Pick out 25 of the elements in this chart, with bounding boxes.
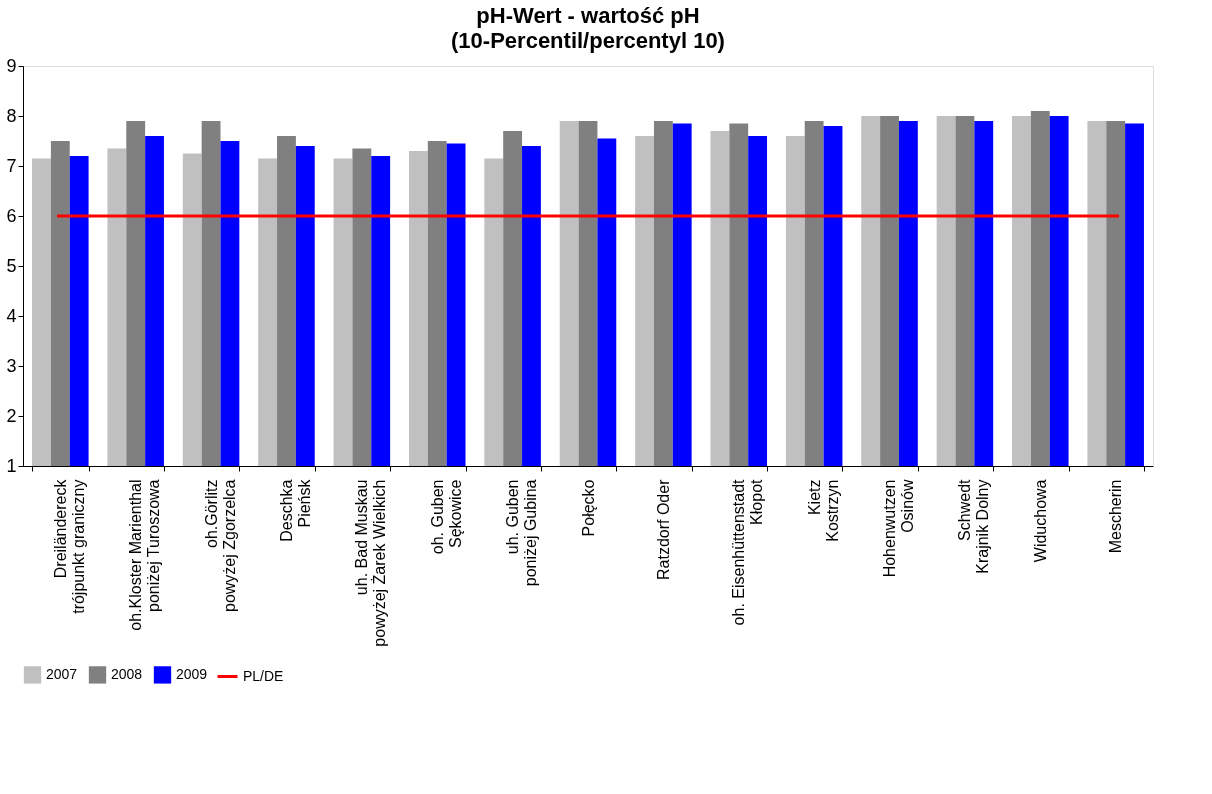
x-tick-label: Ratzdorf Oder <box>654 478 672 580</box>
y-tick-label: 5 <box>6 255 17 276</box>
x-tick-label: Schwedt Krajnik Dolny <box>956 478 992 574</box>
x-tick-label: Mescherin <box>1107 479 1125 554</box>
x-tick-label: Dreiländereck trójpunkt graniczny <box>51 478 87 614</box>
chart-title: pH-Wert - wartość pH <box>476 3 700 28</box>
x-tick-label: oh. Eisenhüttenstadt Kłopot <box>730 478 766 626</box>
x-tick-label: Hohenwutzen Osinów <box>881 479 917 578</box>
y-tick-label: 9 <box>6 55 17 76</box>
chart-subtitle: (10-Percentil/percentyl 10) <box>451 28 725 53</box>
y-tick-label: 2 <box>6 405 17 426</box>
y-tick-label: 4 <box>6 305 17 326</box>
legend-label: 2007 <box>46 665 78 682</box>
y-tick-label: 1 <box>6 455 17 476</box>
x-tick-label: Kietz Kostrzyn <box>805 479 841 542</box>
legend-label: 2008 <box>111 665 143 682</box>
y-tick-label: 6 <box>6 205 17 226</box>
x-tick-label: Połęcko <box>579 479 597 537</box>
legend-label: 2009 <box>176 665 208 682</box>
y-tick-label: 8 <box>6 105 17 126</box>
legend-label: PL/DE <box>243 667 284 684</box>
x-tick-label: Deschka Pieńsk <box>277 478 313 542</box>
x-tick-label: Widuchowa <box>1031 479 1049 563</box>
y-tick-label: 7 <box>6 155 17 176</box>
y-tick-label: 3 <box>6 355 17 376</box>
